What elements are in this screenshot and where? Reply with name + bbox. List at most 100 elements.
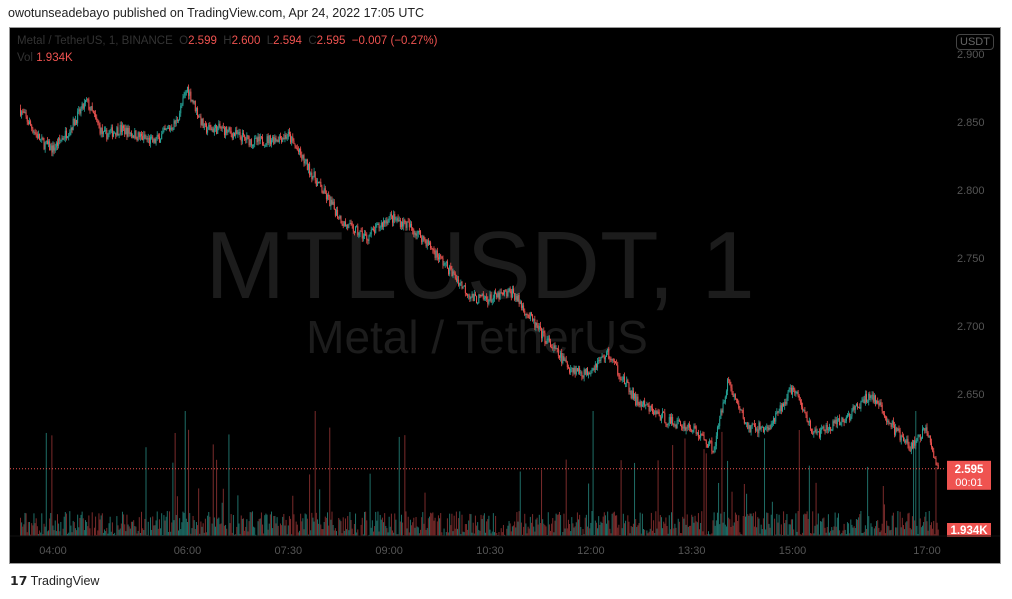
volume-bar [320, 524, 322, 536]
volume-bar [663, 521, 665, 536]
candle-body [290, 134, 292, 143]
volume-bar [598, 516, 600, 536]
volume-bar [153, 525, 155, 536]
volume-bar [365, 511, 367, 536]
candle-body [473, 293, 475, 302]
tv-logo-icon: 𝟭𝟳 [10, 574, 28, 588]
volume-bar [609, 528, 611, 536]
volume-bar [284, 525, 286, 536]
candle-body [813, 431, 815, 435]
candle-body [573, 367, 575, 373]
candle-body [493, 292, 495, 298]
volume-bar [399, 521, 401, 536]
volume-bar [625, 520, 627, 536]
candle-body [778, 411, 780, 413]
candle-body [575, 368, 577, 374]
candle-body [305, 159, 307, 162]
candle-body [259, 136, 261, 142]
candle-body [851, 410, 853, 417]
candle-body [307, 163, 309, 170]
candle-body [538, 325, 540, 330]
volume-bar [650, 512, 652, 536]
publish-line: owotunseadebayo published on TradingView… [8, 6, 425, 20]
candle-body [676, 420, 678, 429]
volume-bar [404, 435, 406, 536]
volume-bar [915, 411, 917, 536]
candle-body [850, 416, 852, 421]
volume-bar [67, 533, 69, 536]
volume-bar [786, 514, 788, 536]
volume-bar [52, 525, 54, 536]
volume-bar [375, 511, 377, 536]
candle-body [804, 410, 806, 413]
chart-frame[interactable]: MTLUSDT, 1 Metal / TetherUS 2.900 2.850 2.… [9, 27, 1001, 564]
candle-body [908, 445, 910, 451]
volume-bar [691, 514, 693, 536]
candle-body [794, 389, 796, 394]
candle-body [155, 138, 157, 144]
currency-badge[interactable]: USDT [956, 34, 994, 50]
chart-canvas[interactable]: MTLUSDT, 1 Metal / TetherUS 2.9002.8502.… [10, 28, 1002, 565]
candle-body [352, 225, 354, 232]
volume-bar [492, 513, 494, 536]
volume-bar [908, 512, 910, 536]
candle-body [265, 143, 267, 146]
volume-bar [897, 511, 899, 536]
candle-body [806, 414, 808, 422]
volume-bar [706, 534, 708, 536]
candle-body [97, 119, 99, 124]
volume-bar [285, 519, 287, 536]
volume-bar [832, 530, 834, 536]
candle-body [786, 397, 788, 404]
candle-body [469, 295, 471, 299]
tradingview-logo[interactable]: 𝟭𝟳 TradingView [10, 573, 99, 588]
candle-body [393, 214, 395, 223]
candle-body [820, 429, 822, 438]
volume-bar [840, 534, 842, 536]
volume-bar [705, 453, 707, 536]
volume-bar [660, 517, 662, 536]
volume-bar [41, 513, 43, 536]
candle-body [510, 291, 512, 298]
candle-body [226, 126, 228, 133]
volume-bar [704, 534, 706, 536]
candle-body [736, 398, 738, 400]
volume-bar [87, 526, 89, 536]
candle-body [865, 394, 867, 403]
volume-bar [925, 511, 927, 536]
volume-bar [339, 519, 341, 536]
volume-bar [115, 534, 117, 536]
volume-bar [639, 512, 641, 536]
volume-bar [578, 519, 580, 536]
volume-bar [616, 515, 618, 536]
candle-body [176, 119, 178, 122]
candle-body [253, 144, 255, 146]
volume-bar [340, 521, 342, 536]
candle-body [465, 293, 467, 295]
volume-bar [101, 513, 103, 536]
candle-body [149, 137, 151, 144]
open-label: O [179, 35, 189, 47]
volume-bar [443, 528, 445, 536]
volume-bar [436, 521, 438, 536]
volume-bar [144, 518, 146, 536]
candle-body [521, 305, 523, 308]
candle-body [505, 290, 507, 292]
volume-bar [795, 513, 797, 536]
candle-body [650, 406, 652, 408]
volume-bar [157, 528, 159, 536]
candle-body [686, 427, 688, 429]
candle-body [849, 413, 851, 421]
volume-bar [679, 533, 681, 536]
volume-bar [398, 436, 400, 536]
volume-bar [929, 525, 931, 536]
candle-body [555, 347, 557, 349]
candle-body [35, 132, 37, 134]
volume-bar [799, 534, 801, 536]
candle-body [564, 359, 566, 361]
volume-bar [309, 474, 311, 536]
candle-body [120, 124, 122, 132]
candle-body [127, 127, 129, 137]
candle-body [398, 220, 400, 222]
volume-bar [777, 522, 779, 536]
